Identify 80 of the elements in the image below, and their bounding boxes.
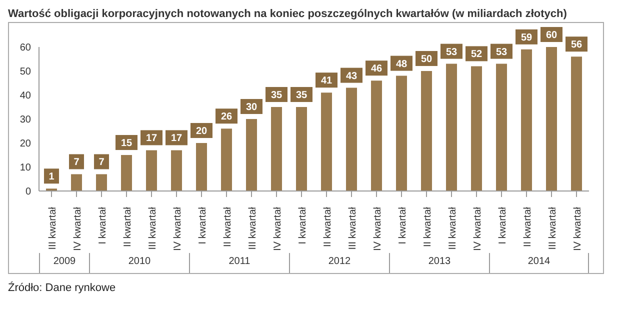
data-label: 52 (470, 49, 482, 60)
x-tick-label: III kwartał (548, 206, 558, 250)
data-label: 15 (120, 138, 132, 149)
bar (371, 80, 382, 191)
bar (121, 155, 132, 191)
x-tick-label: II kwartał (122, 206, 134, 248)
bar (521, 49, 532, 191)
x-tick-label: IV kwartał (272, 206, 284, 251)
data-label: 1 (48, 172, 55, 183)
data-label: 53 (496, 46, 508, 58)
bar (471, 66, 482, 191)
data-label: 59 (520, 32, 532, 44)
text: 2014 (489, 253, 589, 273)
data-label: 48 (396, 58, 408, 70)
x-tick-label: I kwartał (198, 206, 208, 244)
data-label: 7 (98, 157, 105, 168)
data-label: 7 (74, 157, 80, 168)
data-label: 50 (420, 54, 432, 65)
text: 2010 (89, 253, 189, 273)
data-label: 17 (170, 133, 182, 144)
data-label: 17 (146, 133, 158, 144)
text: 2011 (189, 253, 289, 273)
data-label: 26 (220, 112, 232, 123)
x-tick-label: III kwartał (448, 206, 458, 250)
y-tick-label: 0 (25, 186, 32, 198)
x-tick-label: III kwartał (248, 206, 258, 250)
bar (96, 174, 107, 191)
bar (546, 47, 557, 191)
data-label: 30 (246, 102, 258, 113)
bar (71, 174, 82, 191)
data-label: 46 (370, 64, 382, 75)
y-tick-label: 20 (20, 138, 32, 150)
bar (396, 76, 407, 191)
bar (271, 107, 282, 191)
y-tick-label: 40 (20, 90, 32, 102)
data-label: 60 (546, 30, 558, 41)
x-tick-label: III kwartał (348, 206, 358, 250)
bar (321, 92, 332, 191)
x-tick-label: IV kwartał (572, 206, 584, 251)
bar (246, 119, 257, 191)
text: 2013 (389, 253, 489, 273)
data-label: 35 (296, 90, 308, 101)
bar (171, 150, 182, 191)
text: 2009 (39, 253, 89, 273)
data-label: 56 (570, 40, 582, 51)
x-tick-label: IV kwartał (472, 206, 484, 251)
bar (571, 56, 582, 191)
bar (496, 64, 507, 191)
data-label: 53 (446, 46, 458, 58)
y-tick-label: 50 (20, 66, 32, 78)
text: 2012 (289, 253, 389, 273)
y-tick-label: 60 (20, 42, 32, 54)
x-tick-label: II kwartał (322, 206, 334, 248)
text: Źródło: Dane rynkowe (8, 282, 117, 294)
x-tick-label: IV kwartał (372, 206, 384, 251)
x-tick-label: II kwartał (222, 206, 234, 248)
x-tick-label: I kwartał (98, 206, 108, 244)
bar (296, 107, 307, 191)
x-tick-label: II kwartał (422, 206, 434, 248)
x-tick-label: IV kwartał (72, 206, 84, 251)
data-label: 35 (270, 90, 282, 101)
bar (146, 150, 157, 191)
x-tick-label: IV kwartał (172, 206, 184, 251)
x-tick-label: I kwartał (498, 206, 508, 244)
x-tick-label: I kwartał (398, 206, 408, 244)
x-tick-label: III kwartał (48, 206, 58, 250)
y-tick-label: 30 (20, 114, 32, 126)
bar (421, 71, 432, 191)
y-tick-label: 10 (20, 162, 32, 174)
data-label: 43 (346, 70, 358, 82)
x-tick-label: I kwartał (298, 206, 308, 244)
chart-title: Wartość obligacji korporacyjnych notowanych na koniec poszczególnych kwartałów (w miliardach złotych) (8, 8, 568, 20)
x-tick-label: III kwartał (148, 206, 158, 250)
bar (446, 64, 457, 191)
bar (196, 143, 207, 191)
bar (346, 88, 357, 191)
data-label: 20 (196, 126, 208, 137)
bar (221, 128, 232, 191)
data-label: 41 (320, 76, 332, 87)
x-tick-label: II kwartał (522, 206, 534, 248)
